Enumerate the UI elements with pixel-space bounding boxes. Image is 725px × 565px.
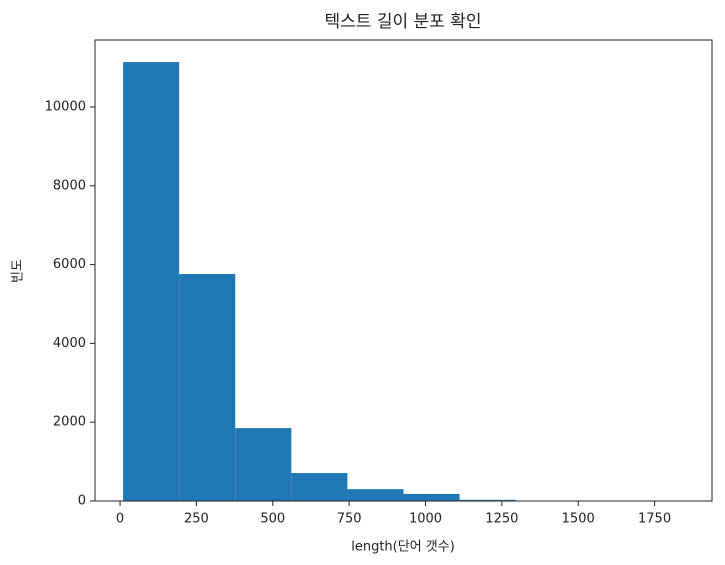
- x-tick-label: 1000: [409, 512, 442, 527]
- chart-title: 텍스트 길이 분포 확인: [325, 12, 482, 32]
- y-tick-label: 6000: [53, 257, 86, 272]
- y-tick-label: 10000: [45, 99, 86, 114]
- x-axis-label: length(단어 갯수): [351, 540, 455, 555]
- y-tick-label: 0: [78, 494, 86, 509]
- y-tick-label: 4000: [53, 336, 86, 351]
- bar: [347, 489, 404, 501]
- bar: [291, 473, 348, 501]
- x-tick-label: 1500: [562, 512, 595, 527]
- bar: [403, 493, 460, 501]
- bar: [123, 62, 180, 502]
- x-tick-label: 500: [260, 512, 285, 527]
- x-tick-label: 750: [337, 512, 362, 527]
- bar: [459, 499, 516, 501]
- bar: [179, 274, 236, 501]
- bar: [235, 428, 292, 501]
- x-tick-label: 1250: [485, 512, 518, 527]
- x-tick-label: 250: [184, 512, 209, 527]
- y-tick-label: 2000: [53, 415, 86, 430]
- plot-frame: [94, 39, 713, 502]
- y-axis-label: 빈도: [11, 259, 26, 283]
- y-tick-label: 8000: [53, 178, 86, 193]
- x-tick-label: 1750: [638, 512, 671, 527]
- x-tick-label: 0: [116, 512, 124, 527]
